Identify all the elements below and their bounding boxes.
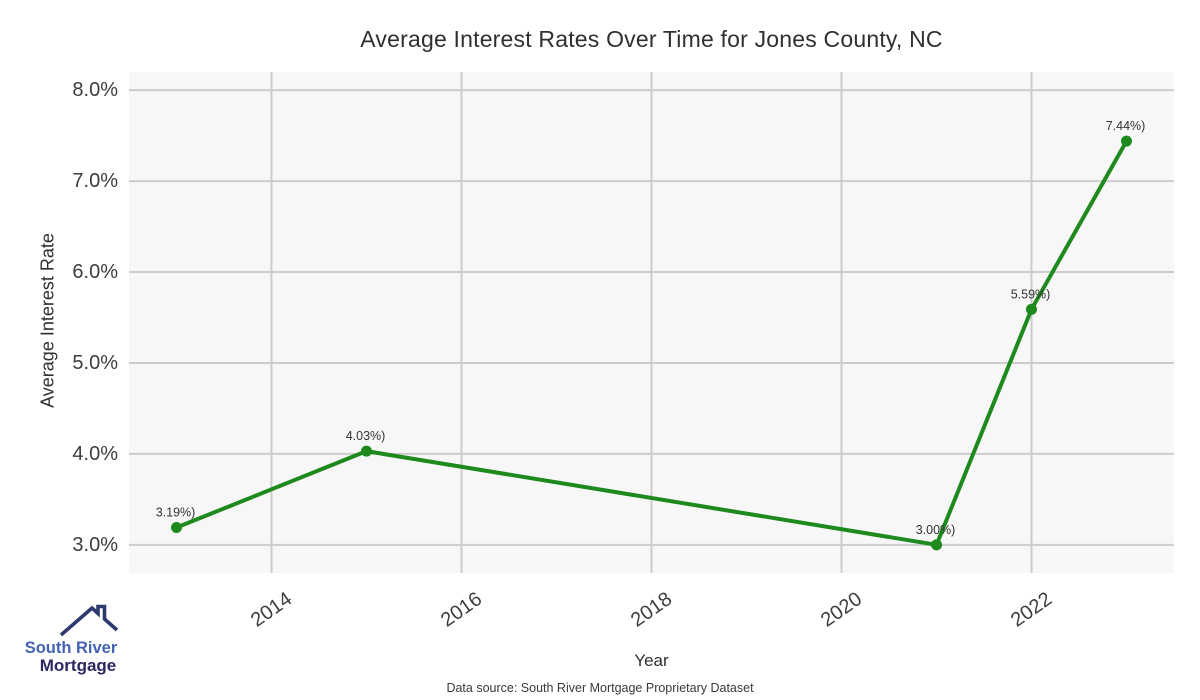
x-tick-label: 2022: [1007, 588, 1057, 632]
x-tick-label: 2020: [817, 588, 867, 632]
x-tick-label: 2016: [437, 588, 487, 632]
chart-title: Average Interest Rates Over Time for Jon…: [360, 26, 943, 52]
data-point: [171, 522, 182, 534]
data-point: [1121, 135, 1132, 147]
y-tick-label: 4.0%: [72, 442, 118, 465]
y-tick-label: 8.0%: [72, 79, 118, 102]
y-tick-label: 7.0%: [72, 170, 118, 193]
data-point-label: 7.44%): [1106, 119, 1146, 133]
y-axis-title: Average Interest Rate: [37, 233, 58, 408]
logo-text-line1: South River: [24, 639, 118, 657]
plot-area: 3.19%) 4.03%) 3.00%) 5.59%) 7.44%): [129, 72, 1174, 573]
x-axis-title: Year: [634, 651, 669, 670]
x-tick-label: 2018: [627, 588, 677, 632]
data-point-label: 4.03%): [346, 429, 386, 443]
roof-outline: [59, 604, 119, 637]
data-point-label: 3.19%): [156, 506, 196, 520]
data-point: [361, 445, 372, 457]
data-source-note: Data source: South River Mortgage Propri…: [446, 681, 754, 695]
x-tick-label: 2014: [247, 588, 297, 632]
data-point: [931, 539, 942, 551]
y-tick-label: 3.0%: [72, 533, 118, 556]
house-roof-icon: [59, 604, 119, 637]
y-tick-label: 6.0%: [72, 261, 118, 284]
south-river-mortgage-logo: South River Mortgage: [18, 604, 124, 675]
data-point-label: 5.59%): [1011, 287, 1051, 301]
data-point: [1026, 303, 1037, 315]
logo-text-line2: Mortgage: [39, 656, 117, 675]
y-tick-label: 5.0%: [72, 351, 118, 374]
data-point-label: 3.00%): [916, 523, 956, 537]
